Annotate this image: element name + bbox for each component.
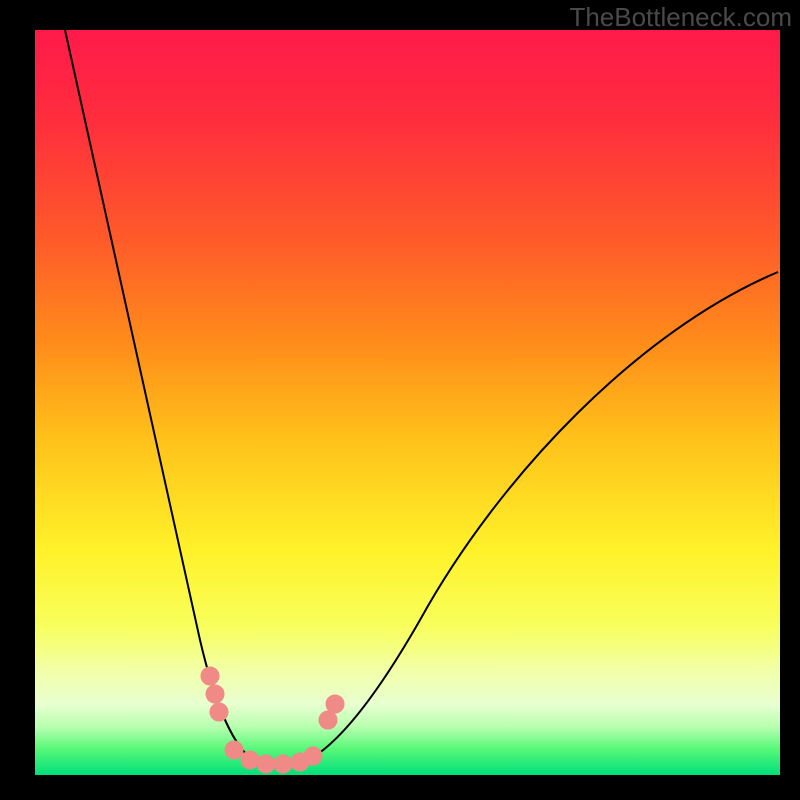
curve-marker <box>326 695 344 713</box>
chart-stage: TheBottleneck.com <box>0 0 800 800</box>
curve-marker <box>201 667 219 685</box>
watermark-text: TheBottleneck.com <box>569 2 792 33</box>
curve-marker <box>225 741 243 759</box>
curve-marker <box>241 751 259 769</box>
curve-marker <box>210 703 228 721</box>
curve-marker <box>257 755 275 773</box>
curve-marker <box>274 755 292 773</box>
curve-marker <box>319 711 337 729</box>
chart-svg <box>0 0 800 800</box>
curve-marker <box>304 747 322 765</box>
curve-marker <box>206 685 224 703</box>
